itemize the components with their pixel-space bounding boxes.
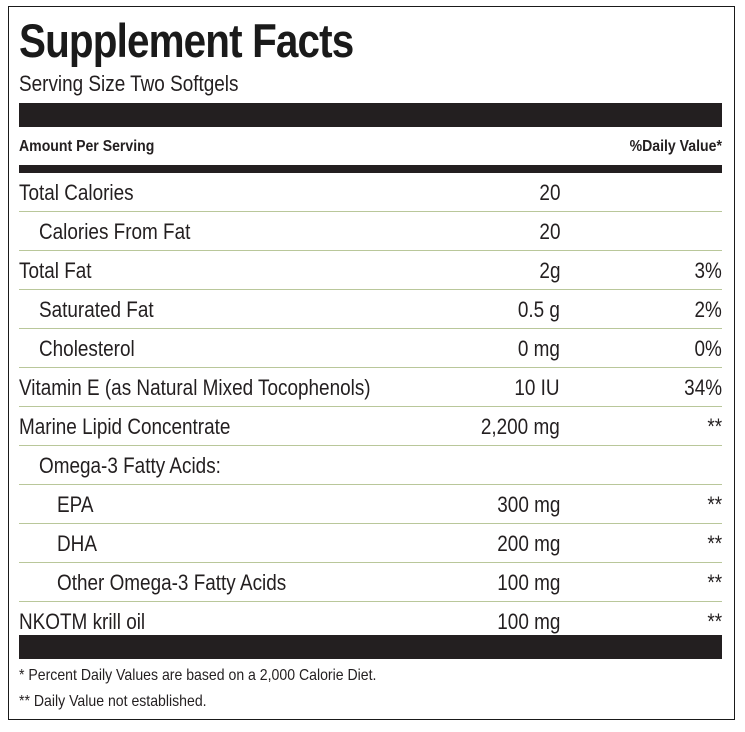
nutrient-amount: 10 IU	[514, 375, 560, 400]
nutrient-amount: 20	[538, 219, 560, 244]
thick-divider-top	[19, 103, 722, 127]
nutrient-amount: 200 mg	[496, 531, 560, 556]
medium-divider	[19, 165, 722, 173]
nutrient-name: Saturated Fat	[39, 297, 154, 322]
table-row: Omega-3 Fatty Acids:	[19, 446, 722, 485]
nutrient-daily-value: **	[707, 609, 722, 634]
nutrient-daily-value: 34%	[684, 375, 722, 400]
nutrient-name: Marine Lipid Concentrate	[19, 414, 231, 439]
nutrient-amount: 100 mg	[496, 609, 560, 634]
table-row: Calories From Fat 20	[19, 212, 722, 251]
nutrient-amount: 2g	[538, 258, 560, 283]
nutrient-name: NKOTM krill oil	[19, 609, 146, 634]
nutrient-name: EPA	[57, 492, 94, 517]
nutrient-amount: 20	[538, 180, 560, 205]
nutrient-name: Omega-3 Fatty Acids:	[39, 453, 221, 478]
nutrient-amount: 300 mg	[496, 492, 560, 517]
supplement-facts-label: Supplement Facts Serving Size Two Softge…	[8, 6, 735, 720]
label-title: Supplement Facts	[19, 14, 354, 67]
nutrient-name: Vitamin E (as Natural Mixed Tocophenols)	[19, 375, 371, 400]
nutrient-amount: 2,200 mg	[481, 414, 560, 439]
table-row: Saturated Fat 0.5 g 2%	[19, 290, 722, 329]
nutrient-name: Calories From Fat	[39, 219, 191, 244]
nutrient-daily-value: **	[707, 531, 722, 556]
table-row: DHA 200 mg **	[19, 524, 722, 563]
nutrient-name: Other Omega-3 Fatty Acids	[57, 570, 287, 595]
nutrient-name: Total Calories	[19, 180, 134, 205]
table-row: Total Fat 2g 3%	[19, 251, 722, 290]
daily-value-header: %Daily Value*	[629, 138, 722, 155]
serving-size: Serving Size Two Softgels	[19, 71, 239, 96]
footnote-not-established: ** Daily Value not established.	[19, 693, 207, 710]
nutrient-amount: 0.5 g	[517, 297, 560, 322]
nutrient-name: Total Fat	[19, 258, 92, 283]
column-header: Amount Per Serving %Daily Value*	[19, 129, 722, 165]
table-row: Cholesterol 0 mg 0%	[19, 329, 722, 368]
nutrient-amount: 100 mg	[496, 570, 560, 595]
nutrient-daily-value: 3%	[694, 258, 722, 283]
table-row: Marine Lipid Concentrate 2,200 mg **	[19, 407, 722, 446]
nutrient-daily-value: **	[707, 492, 722, 517]
nutrient-rows: Total Calories 20 Calories From Fat 20 T…	[19, 173, 722, 641]
table-row: Total Calories 20	[19, 173, 722, 212]
nutrient-daily-value: 0%	[694, 336, 722, 361]
nutrient-name: DHA	[57, 531, 97, 556]
thick-divider-bottom	[19, 635, 722, 659]
table-row: EPA 300 mg **	[19, 485, 722, 524]
table-row: NKOTM krill oil 100 mg **	[19, 602, 722, 641]
table-row: Other Omega-3 Fatty Acids 100 mg **	[19, 563, 722, 602]
nutrient-daily-value: **	[707, 414, 722, 439]
label-content: Supplement Facts Serving Size Two Softge…	[19, 7, 722, 719]
nutrient-daily-value: **	[707, 570, 722, 595]
table-row: Vitamin E (as Natural Mixed Tocophenols)…	[19, 368, 722, 407]
nutrient-amount: 0 mg	[517, 336, 560, 361]
nutrient-name: Cholesterol	[39, 336, 135, 361]
amount-per-serving-header: Amount Per Serving	[19, 138, 155, 155]
nutrient-daily-value: 2%	[694, 297, 722, 322]
footnote-daily-values: * Percent Daily Values are based on a 2,…	[19, 667, 377, 684]
